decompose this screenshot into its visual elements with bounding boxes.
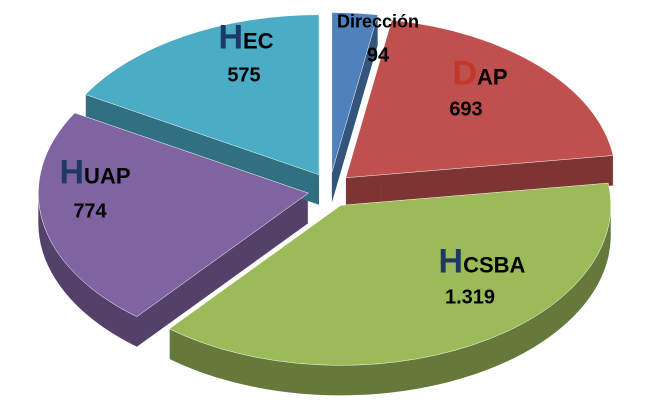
slice [84,14,320,176]
slice [38,112,309,317]
value-label: 693 [449,98,483,121]
category-label: DAP [452,54,508,93]
value-label: 575 [227,64,261,87]
value-label: 94 [366,44,390,67]
slice [168,182,611,366]
category-label: Dirección [336,11,420,32]
category-label: HEC [218,18,274,57]
category-label: HCSBA [438,242,526,281]
value-label: 1.319 [444,286,496,309]
slice [331,12,379,173]
slice [345,19,614,179]
value-label: 774 [73,200,107,223]
category-label: HUAP [59,153,131,192]
